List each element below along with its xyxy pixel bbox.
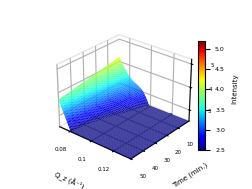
Y-axis label: Time (min.): Time (min.) <box>171 161 208 189</box>
X-axis label: Q_z (Å⁻¹): Q_z (Å⁻¹) <box>53 171 86 189</box>
